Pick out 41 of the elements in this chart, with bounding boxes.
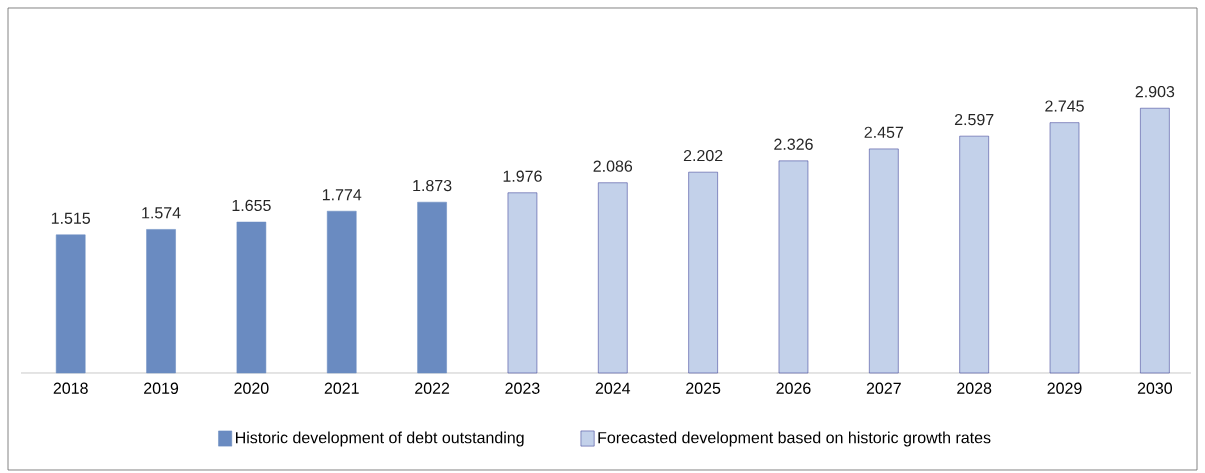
x-tick-label: 2030 [1137,382,1173,394]
bar [1049,122,1080,374]
data-label: 1.976 [503,170,542,182]
bar [959,135,989,374]
x-tick-label: 2025 [686,382,721,394]
bar [869,148,899,374]
bar [778,160,809,374]
bar [236,221,267,374]
x-tick-label: 2026 [776,382,811,394]
data-label: 2.903 [1135,85,1175,98]
x-tick-label: 2023 [505,382,540,394]
data-label: 1.873 [413,179,452,192]
bar [598,182,628,374]
bar [688,171,718,374]
bar [326,210,357,374]
data-label: 2.745 [1045,100,1084,112]
data-label: 1.774 [322,189,362,201]
x-tick-label: 2019 [144,382,179,394]
bar [1140,107,1170,374]
data-label: 1.574 [142,207,181,219]
legend-label: Historic development of debt outstanding [236,431,524,447]
x-tick-label: 2027 [866,382,901,394]
data-label: 2.086 [593,160,633,172]
x-tick-label: 2022 [415,382,450,394]
data-label: 2.597 [954,113,994,126]
bar [146,229,176,374]
bar [507,192,538,374]
data-label: 2.326 [774,138,813,150]
bar [55,234,86,374]
x-tick-label: 2024 [595,382,631,394]
x-tick-label: 2018 [53,382,88,394]
x-tick-label: 2020 [234,382,269,394]
data-label: 1.515 [51,212,91,224]
data-label: 2.457 [864,126,904,138]
x-tick-label: 2021 [324,382,359,394]
x-tick-label: 2028 [957,382,992,394]
x-tick-label: 2029 [1047,382,1082,394]
data-label: 2.202 [683,149,723,162]
legend-label: Forecasted development based on historic growth rates [598,431,991,447]
data-label: 1.655 [232,199,271,212]
bar [417,201,447,374]
